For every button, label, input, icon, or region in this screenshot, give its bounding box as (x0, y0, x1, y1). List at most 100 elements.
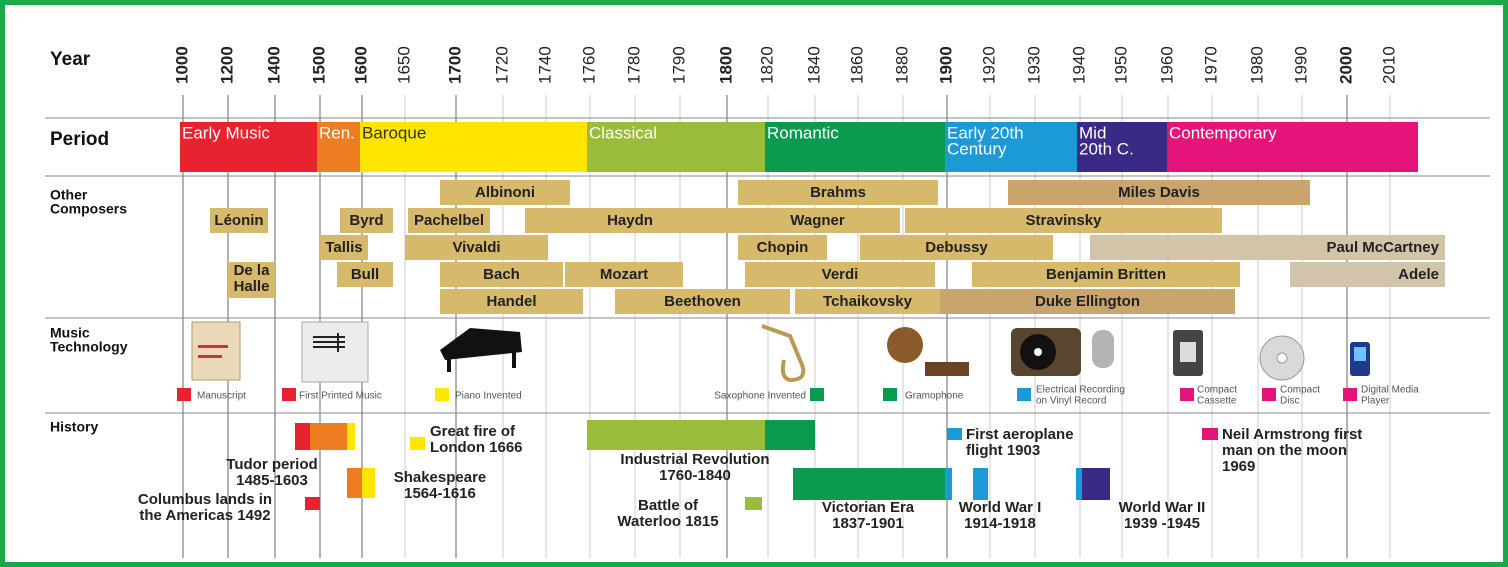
tech-label: Player (1361, 396, 1390, 407)
composer-label: Albinoni (475, 184, 535, 201)
history-label: Industrial Revolution (620, 451, 769, 468)
history-label: Tudor period (226, 456, 317, 473)
year-label: 1900 (936, 46, 955, 84)
timeline-diagram: 1000120014001500160016501700172017401760… (0, 0, 1508, 567)
history-bar (295, 423, 310, 450)
icon-detail (1277, 353, 1287, 363)
history-label: 1837-1901 (832, 515, 904, 532)
composer-label: Tallis (325, 239, 362, 256)
tech-marker (282, 388, 296, 401)
piano-icon (440, 328, 522, 360)
history-label: the Americas 1492 (139, 507, 270, 524)
history-label: Neil Armstrong first (1222, 426, 1362, 443)
tech-label: Saxophone Invented (714, 391, 806, 402)
tech-label: Compact (1280, 385, 1320, 396)
composer-label: Tchaikovsky (823, 293, 913, 310)
period-label: Baroque (362, 123, 426, 142)
history-bar (1082, 468, 1110, 500)
year-label: 1840 (804, 46, 823, 84)
history-label: World War II (1119, 499, 1206, 516)
history-label: 1564-1616 (404, 485, 476, 502)
year-label: 1760 (579, 46, 598, 84)
history-bar (362, 468, 375, 498)
year-label: 1200 (217, 46, 236, 84)
tech-marker (435, 388, 449, 401)
composer-label: Handel (486, 293, 536, 310)
year-label: 1720 (492, 46, 511, 84)
history-bar (945, 468, 952, 500)
history-label: Victorian Era (822, 499, 915, 516)
composer-label: Léonin (214, 212, 263, 229)
icon-detail (512, 352, 516, 368)
manuscript-icon (192, 322, 240, 380)
year-label: 1950 (1111, 46, 1130, 84)
year-label: 1650 (394, 46, 413, 84)
history-bar (947, 428, 962, 440)
composer-label: Duke Ellington (1035, 293, 1140, 310)
tech-marker (1180, 388, 1194, 401)
history-bar (587, 420, 765, 450)
tech-icons (192, 322, 1370, 382)
icon-detail (447, 358, 451, 372)
year-label: 1860 (847, 46, 866, 84)
composer-label: Debussy (925, 239, 988, 256)
history-bar (1202, 428, 1218, 440)
composer-label: Paul McCartney (1326, 239, 1439, 256)
icon-detail (1180, 342, 1196, 362)
tech-marker (1017, 388, 1031, 401)
history-label: Columbus lands in (138, 491, 272, 508)
year-label: 1600 (351, 46, 370, 84)
history-bar (745, 497, 762, 510)
tech-marker (810, 388, 824, 401)
tech-marker (883, 388, 897, 401)
history-label: Waterloo 1815 (617, 513, 718, 530)
history-label: First aeroplane (966, 426, 1074, 443)
history-label: World War I (959, 499, 1042, 516)
year-label: 1400 (264, 46, 283, 84)
year-label: 1920 (979, 46, 998, 84)
year-label: 1930 (1024, 46, 1043, 84)
history-label: 1760-1840 (659, 467, 731, 484)
printed-music-icon (302, 322, 368, 382)
icon-detail (925, 362, 969, 376)
tech-marker (1262, 388, 1276, 401)
tech-marker (1343, 388, 1357, 401)
composer-label: Benjamin Britten (1046, 266, 1166, 283)
composer-label: Halle (234, 278, 270, 295)
history-bar (305, 497, 320, 510)
composer-label: Byrd (349, 212, 383, 229)
year-label: 1990 (1291, 46, 1310, 84)
year-label: 1780 (624, 46, 643, 84)
composer-label: Adele (1398, 266, 1439, 283)
gramophone-icon (887, 327, 923, 363)
composer-label: Chopin (757, 239, 809, 256)
year-label: 1960 (1157, 46, 1176, 84)
history-bar (765, 420, 815, 450)
content: 1000120014001500160016501700172017401760… (50, 46, 1445, 532)
icon-detail (198, 345, 228, 348)
year-label: 1700 (445, 46, 464, 84)
year-label: 2000 (1336, 46, 1355, 84)
row-label: Composers (50, 201, 127, 217)
history-bar (347, 468, 362, 498)
tech-label: Disc (1280, 396, 1299, 407)
period-label: Classical (589, 123, 657, 142)
history-label: London 1666 (430, 439, 523, 456)
tech-marker (177, 388, 191, 401)
year-label: 1970 (1201, 46, 1220, 84)
composer-label: Miles Davis (1118, 184, 1200, 201)
composer-label: Bach (483, 266, 520, 283)
period-label: Century (947, 139, 1007, 158)
year-label: 1940 (1069, 46, 1088, 84)
composer-label: Mozart (600, 266, 648, 283)
history-label: man on the moon (1222, 442, 1347, 459)
year-label: 2010 (1379, 46, 1398, 84)
composer-label: De la (234, 262, 271, 279)
period-label: Ren. (319, 123, 355, 142)
year-label: 1500 (309, 46, 328, 84)
composer-label: Wagner (790, 212, 845, 229)
history-label: flight 1903 (966, 442, 1040, 459)
composer-label: Vivaldi (452, 239, 500, 256)
year-label: 1740 (535, 46, 554, 84)
composer-label: Pachelbel (414, 212, 484, 229)
